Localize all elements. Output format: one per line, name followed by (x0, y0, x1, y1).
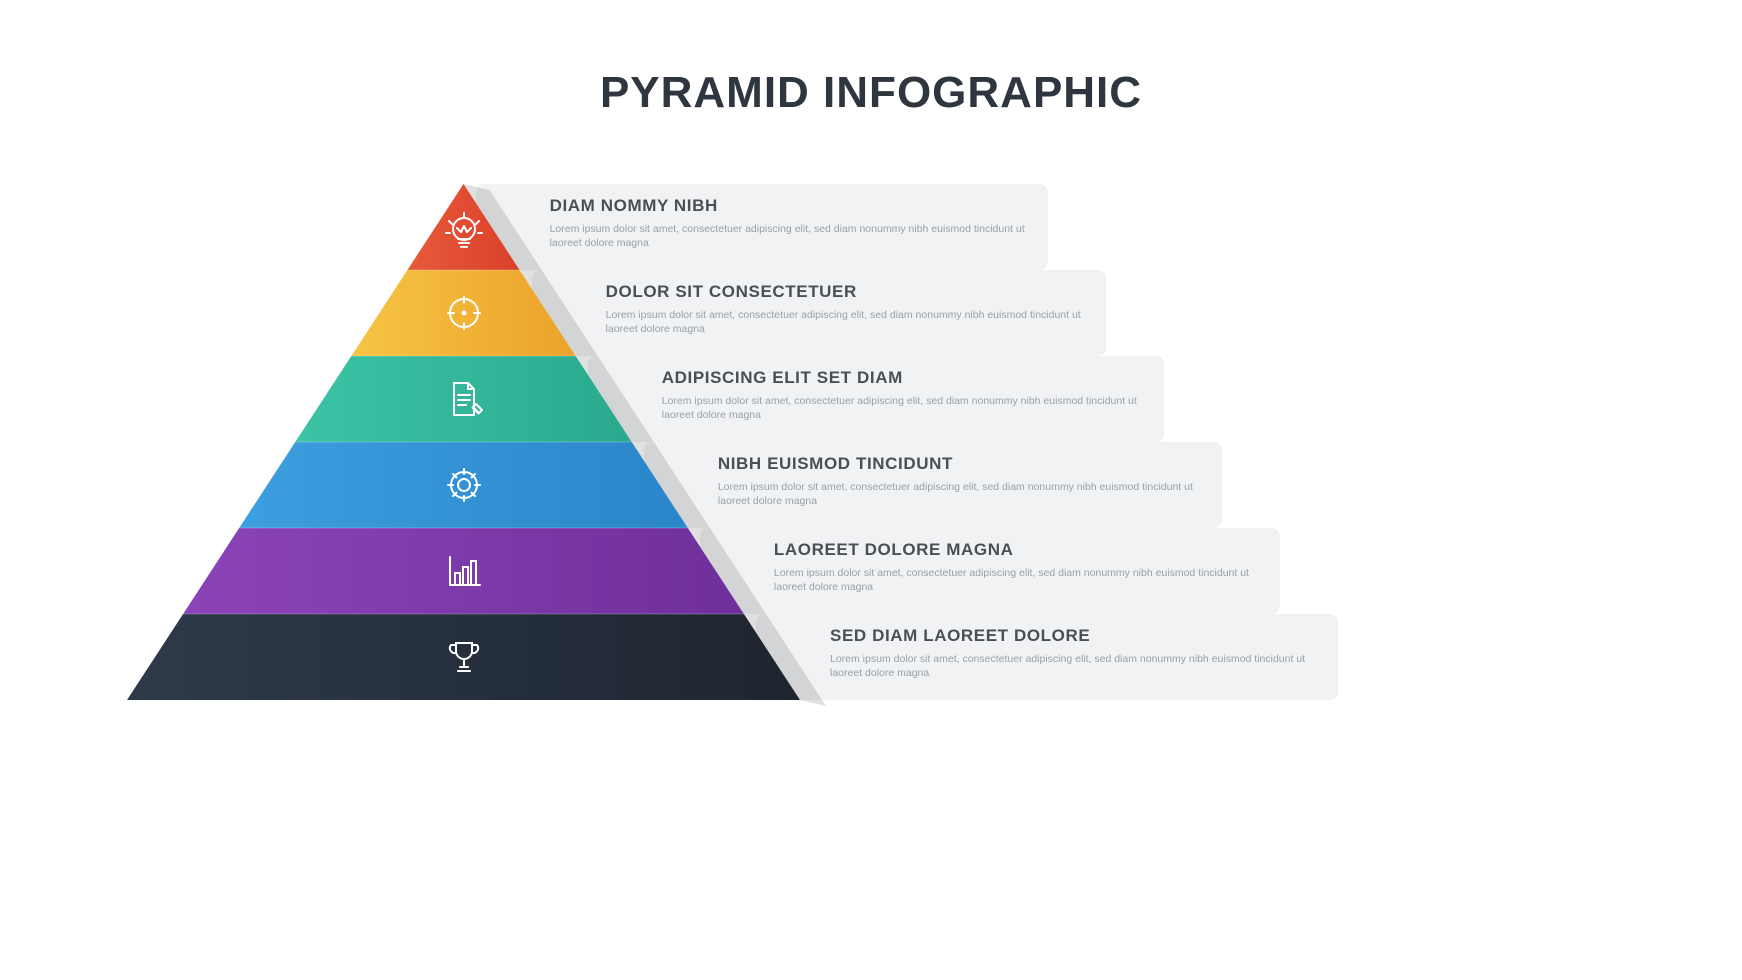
lightbulb-icon (442, 211, 486, 255)
pyramid-svg (0, 0, 1742, 980)
trophy-icon (442, 635, 486, 679)
target-icon (442, 291, 486, 335)
document-icon (442, 377, 486, 421)
infographic-stage: PYRAMID INFOGRAPHIC DIAM NOMMY NIBHLorem… (0, 0, 1742, 980)
gear-icon (442, 463, 486, 507)
barchart-icon (442, 549, 486, 593)
